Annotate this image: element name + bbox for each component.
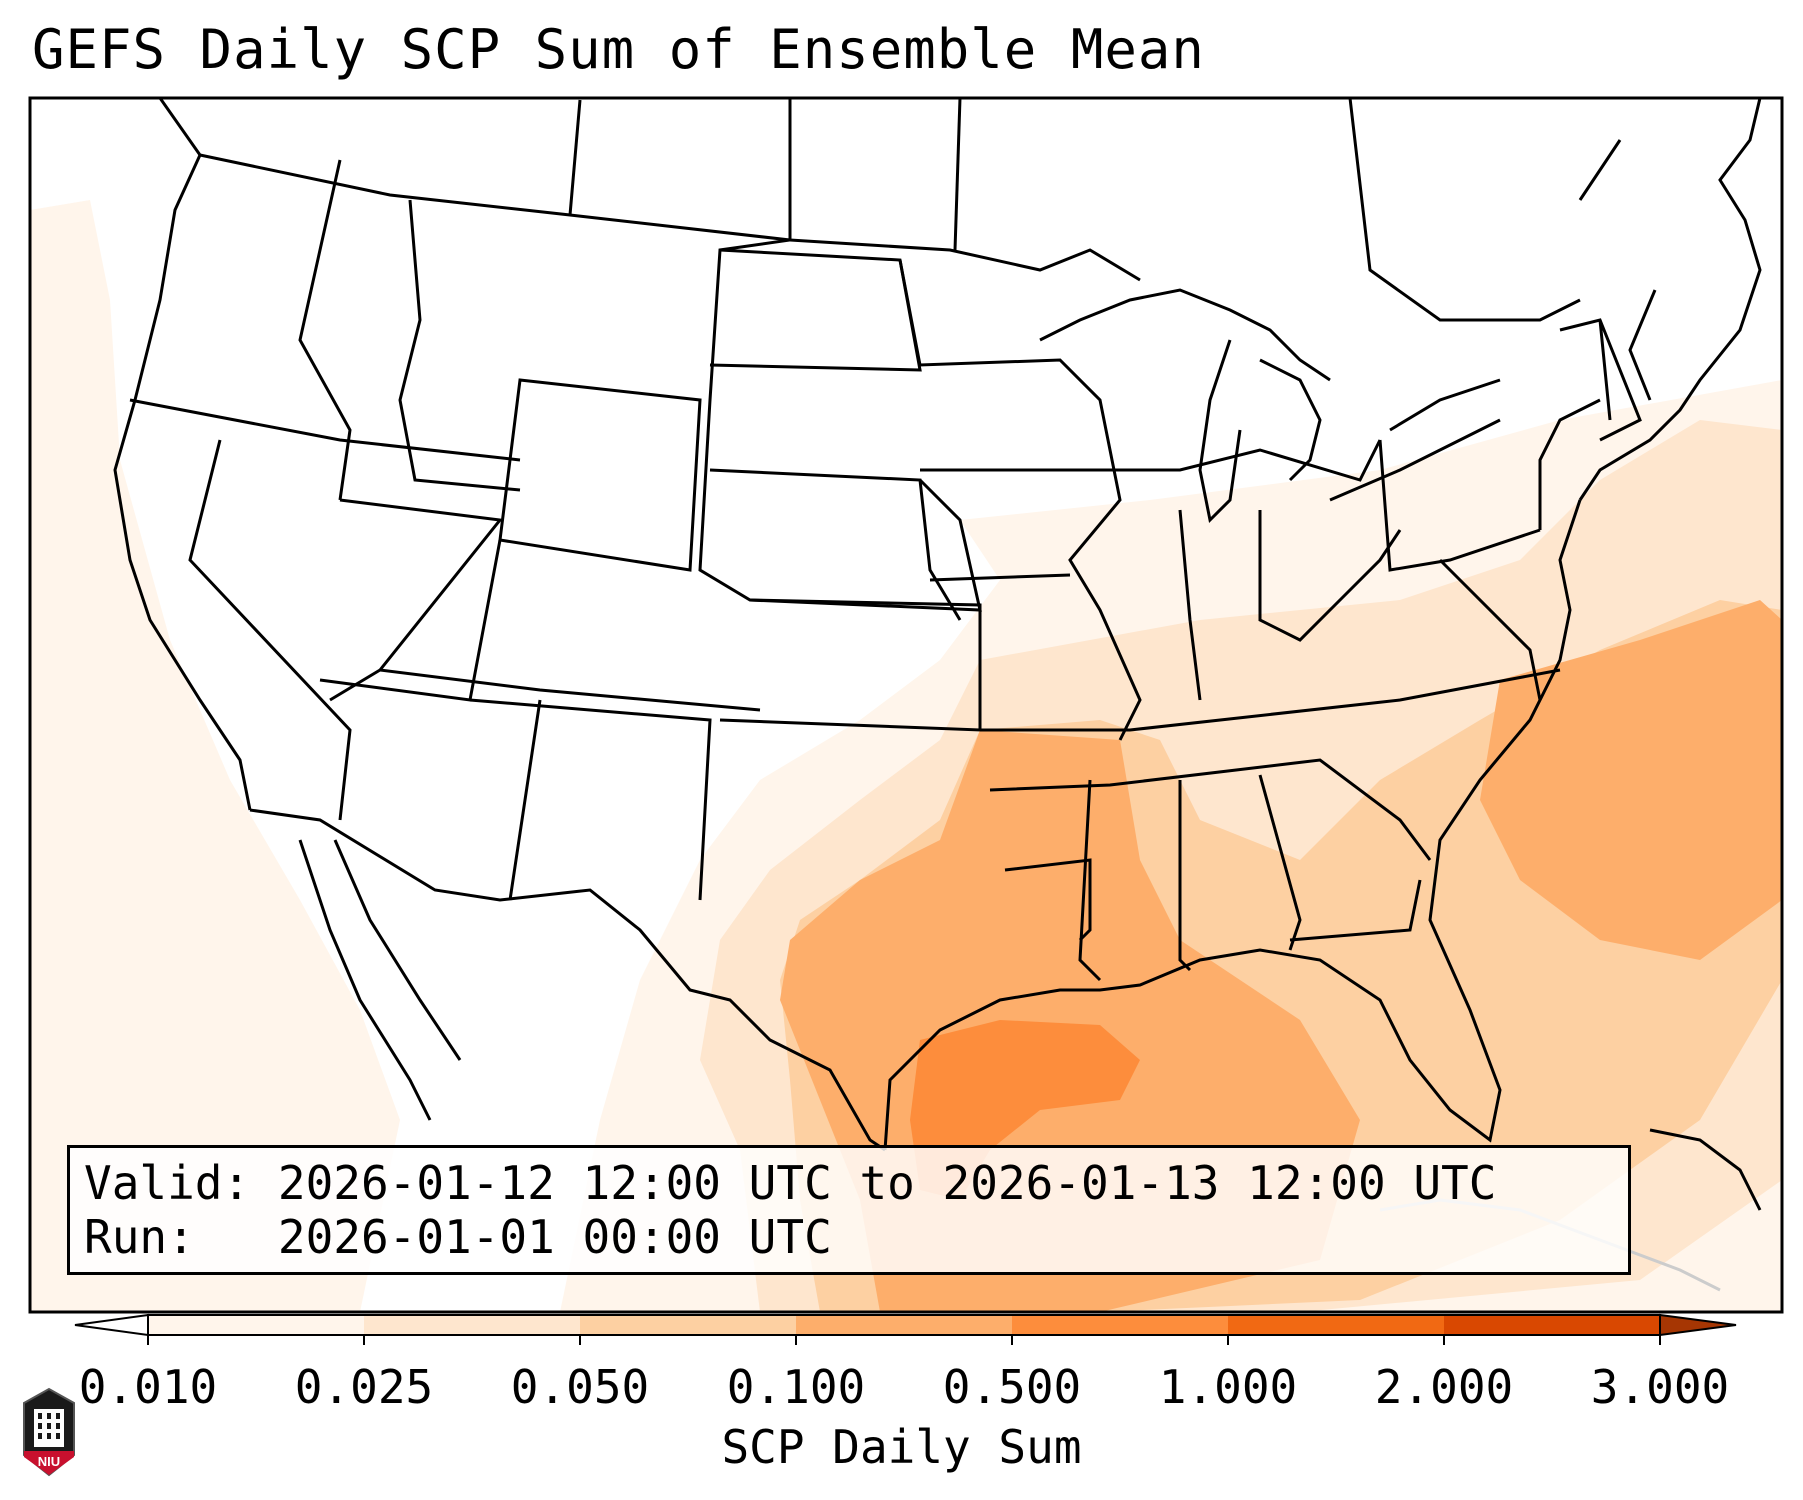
- state-boundaries: [113, 98, 1762, 1292]
- tick-label: 0.025: [294, 1360, 434, 1414]
- tick-label: 3.000: [1590, 1360, 1730, 1414]
- scp-shading: [30, 98, 1782, 1312]
- cb-bin-3: [796, 1315, 1012, 1335]
- run-value: 2026-01-01 00:00 UTC: [277, 1210, 832, 1264]
- valid-run-box: Valid: 2026-01-12 12:00 UTC to 2026-01-1…: [67, 1145, 1631, 1275]
- colorbar-label: SCP Daily Sum: [721, 1420, 1082, 1474]
- tick-label: 0.050: [510, 1360, 650, 1414]
- niu-logo-text: NIU: [38, 1454, 60, 1469]
- map-title: GEFS Daily SCP Sum of Ensemble Mean: [32, 18, 1205, 81]
- tick-label: 0.010: [78, 1360, 218, 1414]
- colorbar: [74, 1313, 1737, 1345]
- valid-value: 2026-01-12 12:00 UTC to 2026-01-13 12:00…: [277, 1156, 1497, 1210]
- cb-bin-4: [1012, 1315, 1228, 1335]
- niu-logo: NIU: [23, 1387, 75, 1477]
- tick-label: 0.500: [942, 1360, 1082, 1414]
- tick-label: 0.100: [726, 1360, 866, 1414]
- cb-bin-2: [580, 1315, 796, 1335]
- valid-label: Valid:: [84, 1156, 251, 1210]
- map-border: [28, 96, 1784, 1314]
- cb-bin-0: [148, 1315, 364, 1335]
- tick-label: 1.000: [1158, 1360, 1298, 1414]
- cb-bin-6: [1444, 1315, 1660, 1335]
- run-label: Run:: [84, 1210, 195, 1264]
- cb-bin-5: [1228, 1315, 1444, 1335]
- cb-bin-1: [364, 1315, 580, 1335]
- tick-label: 2.000: [1374, 1360, 1514, 1414]
